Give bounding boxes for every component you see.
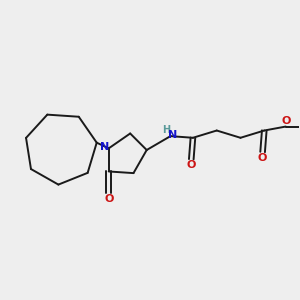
Text: N: N (167, 130, 177, 140)
Text: H: H (162, 125, 171, 135)
Text: O: O (281, 116, 290, 126)
Text: N: N (100, 142, 110, 152)
Text: O: O (104, 194, 113, 204)
Text: O: O (187, 160, 196, 170)
Text: O: O (258, 153, 267, 163)
